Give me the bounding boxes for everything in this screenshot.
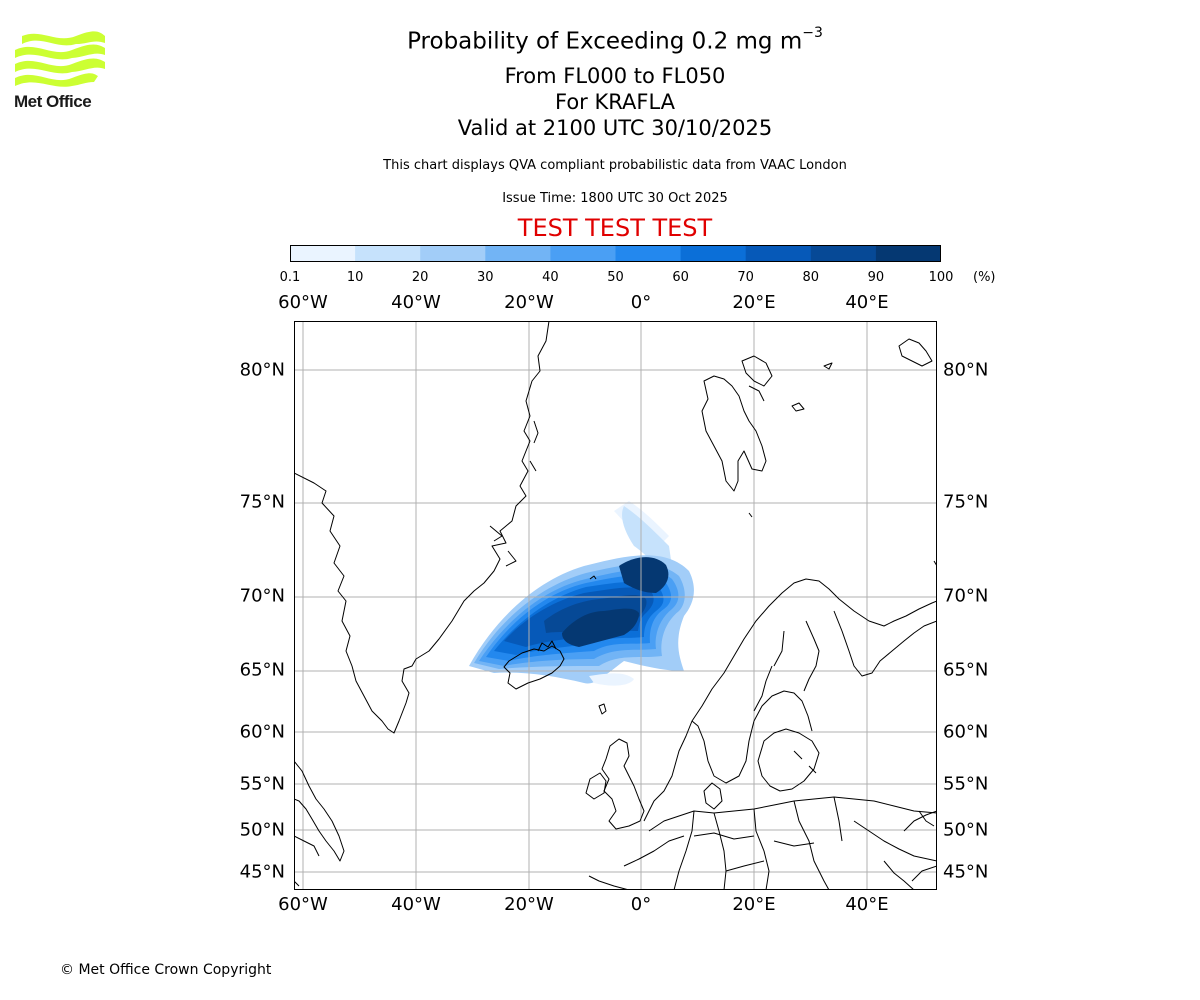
longitude-label: 0° bbox=[630, 894, 652, 915]
longitude-label: 0° bbox=[630, 292, 652, 313]
latitude-label: 45°N bbox=[239, 861, 285, 883]
colorbar-cell bbox=[420, 245, 486, 262]
latitude-label: 80°N bbox=[943, 359, 989, 381]
disclaimer: This chart displays QVA compliant probab… bbox=[383, 158, 847, 173]
latitude-label: 55°N bbox=[943, 773, 989, 795]
colorbar bbox=[290, 245, 941, 262]
colorbar-tick-label: 80 bbox=[802, 270, 820, 285]
issue-time: Issue Time: 1800 UTC 30 Oct 2025 bbox=[502, 191, 728, 206]
logo-text: Met Office bbox=[14, 92, 92, 111]
latitude-label: 80°N bbox=[239, 359, 285, 381]
latitude-label: 65°N bbox=[239, 659, 285, 681]
map-panel bbox=[294, 321, 937, 890]
colorbar-cell bbox=[745, 245, 812, 262]
colorbar-tick-label: 30 bbox=[477, 270, 494, 285]
colorbar-tick-label: 20 bbox=[411, 270, 429, 285]
graticule bbox=[294, 321, 937, 890]
colorbar-cell bbox=[290, 245, 356, 262]
latitude-label: 55°N bbox=[239, 773, 285, 795]
longitude-label: 40°W bbox=[391, 292, 441, 313]
colorbar-cell bbox=[680, 245, 747, 262]
latitude-label: 70°N bbox=[943, 585, 989, 607]
colorbar-cell bbox=[875, 245, 941, 262]
colorbar-tick-label: 60 bbox=[672, 270, 689, 285]
latitude-label: 75°N bbox=[943, 491, 989, 513]
latitude-label: 50°N bbox=[943, 819, 989, 841]
longitude-label: 20°W bbox=[504, 292, 554, 313]
colorbar-tick-label: 70 bbox=[737, 270, 754, 285]
colorbar-tick-label: 10 bbox=[346, 270, 364, 285]
longitude-label: 60°W bbox=[278, 894, 328, 915]
latitude-label: 60°N bbox=[943, 721, 989, 743]
colorbar-tick-label: 0.1 bbox=[279, 270, 301, 285]
chart-title: Probability of Exceeding 0.2 mg m−3 bbox=[407, 25, 823, 55]
colorbar-tick-label: 50 bbox=[607, 270, 624, 285]
longitude-label: 40°W bbox=[391, 894, 441, 915]
colorbar-unit: (%) bbox=[973, 270, 996, 285]
latitude-label: 75°N bbox=[239, 491, 285, 513]
longitude-label: 20°E bbox=[732, 894, 776, 915]
latitude-label: 70°N bbox=[239, 585, 285, 607]
longitude-label: 60°W bbox=[278, 292, 328, 313]
colorbar-tick-label: 100 bbox=[928, 270, 954, 285]
met-office-logo: Met Office bbox=[14, 30, 106, 112]
subtitle-valid-time: Valid at 2100 UTC 30/10/2025 bbox=[457, 116, 773, 140]
subtitle-flight-levels: From FL000 to FL050 bbox=[504, 64, 726, 88]
colorbar-tick-label: 40 bbox=[542, 270, 559, 285]
met-office-wave-icon bbox=[15, 31, 105, 87]
colorbar-tick-label: 90 bbox=[867, 270, 885, 285]
colorbar-cell bbox=[485, 245, 551, 262]
colorbar-cell bbox=[550, 245, 616, 262]
subtitle-volcano: For KRAFLA bbox=[555, 90, 675, 114]
latitude-label: 65°N bbox=[943, 659, 989, 681]
copyright-notice: © Met Office Crown Copyright bbox=[60, 962, 272, 978]
colorbar-cell bbox=[615, 245, 682, 262]
longitude-label: 40°E bbox=[845, 894, 889, 915]
latitude-label: 45°N bbox=[943, 861, 989, 883]
longitude-label: 20°W bbox=[504, 894, 554, 915]
colorbar-cell bbox=[810, 245, 877, 262]
longitude-label: 20°E bbox=[732, 292, 776, 313]
longitude-label: 40°E bbox=[845, 292, 889, 313]
latitude-label: 60°N bbox=[239, 721, 285, 743]
test-banner: TEST TEST TEST bbox=[517, 214, 713, 242]
latitude-label: 50°N bbox=[239, 819, 285, 841]
colorbar-cell bbox=[355, 245, 421, 262]
